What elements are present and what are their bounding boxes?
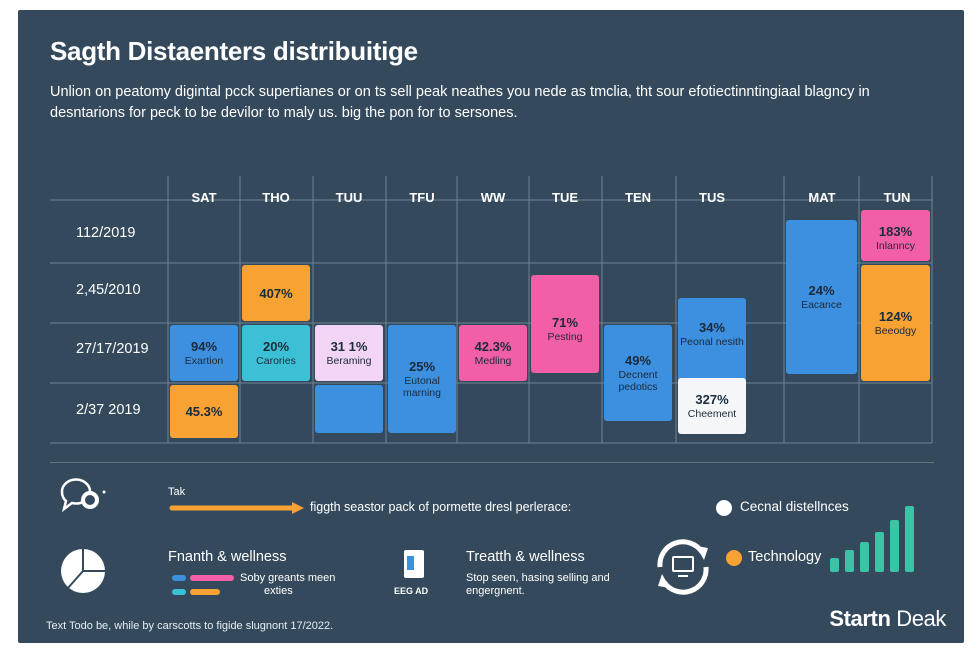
- growth-bars-icon: [830, 506, 914, 572]
- cell-tun-2: [861, 265, 930, 381]
- row-label: 2,45/2010: [76, 282, 141, 298]
- legend-item1-sub2: exties: [264, 585, 293, 597]
- cell-ww-2: [459, 325, 527, 381]
- column-header: TUE: [552, 190, 578, 205]
- color-key-bars-icon: [172, 575, 234, 595]
- column-header: TUN: [883, 190, 911, 205]
- page-title: Sagth Distaenters distribuitige: [50, 36, 418, 66]
- legend-item4-label: Technology: [748, 549, 822, 565]
- cell-tho-1: [242, 265, 310, 321]
- brand-logo: Startn Deak: [829, 606, 946, 632]
- cell-tho-2: [242, 325, 310, 381]
- chart-svg: [50, 176, 933, 444]
- cell-tue-1: [531, 275, 599, 373]
- legend-arrow-text: figgth seastor pack of pormette dresl pe…: [310, 500, 572, 514]
- row-label: 112/2019: [76, 225, 136, 241]
- column-header: SAT: [191, 190, 217, 205]
- section-divider: [50, 462, 934, 463]
- column-header: TEN: [625, 190, 651, 205]
- column-header: TFU: [409, 190, 435, 205]
- column-header: MAT: [808, 190, 836, 205]
- cell-tfu-2: [388, 325, 456, 433]
- legend-tak-label: Tak: [168, 486, 186, 498]
- brand-bold: Startn: [829, 606, 891, 631]
- cell-tus-3: [678, 378, 746, 434]
- cell-ten-2: [604, 325, 672, 421]
- column-header: TUS: [699, 190, 725, 205]
- legend-item2-title: Treatth & wellness: [466, 549, 585, 565]
- cell-mat-2: [786, 220, 857, 374]
- refresh-monitor-icon: [657, 539, 709, 595]
- footer-note: Text Todo be, while by carscotts to figi…: [46, 620, 334, 632]
- cell-tuu-2: [315, 325, 383, 381]
- column-header: TUU: [335, 190, 363, 205]
- white-dot-icon: [716, 500, 732, 516]
- page-subtitle: Unlion on peatomy digintal pcck supertia…: [50, 84, 870, 121]
- row-label: 2/37 2019: [76, 402, 141, 418]
- brand-regular: Deak: [896, 606, 946, 631]
- column-header: THO: [262, 190, 290, 205]
- row-label: 27/17/2019: [76, 341, 149, 357]
- cell-tuu-3: [315, 385, 383, 433]
- legend-item3-label: Cecnal distellnces: [740, 499, 849, 514]
- orange-arrow-icon: [169, 502, 304, 514]
- legend-item1-sub1: Soby greants meen: [240, 572, 336, 584]
- chat-bubbles-icon: [60, 478, 106, 513]
- column-header: WW: [480, 190, 506, 205]
- cell-tus-2: [678, 298, 746, 382]
- legend-item2-sub: Stop seen, hasing selling and engergnent…: [466, 572, 610, 597]
- orange-dot-icon: [726, 550, 742, 566]
- cell-tun-0: [861, 210, 930, 261]
- pie-chart-icon: [61, 549, 105, 593]
- document-icon: [404, 550, 424, 578]
- cell-sat-2: [170, 325, 238, 381]
- cell-sat-3: [170, 385, 238, 438]
- legend-item2-icon-caption: EEG AD: [394, 586, 429, 596]
- legend-item1-title: Fnanth & wellness: [168, 549, 287, 565]
- infographic-panel: Sagth Distaenters distribuitige Unlion o…: [18, 10, 964, 643]
- schedule-chart: 94% Exartion 45.3% 407% 20% Carories 31 1% Bera…: [18, 160, 964, 460]
